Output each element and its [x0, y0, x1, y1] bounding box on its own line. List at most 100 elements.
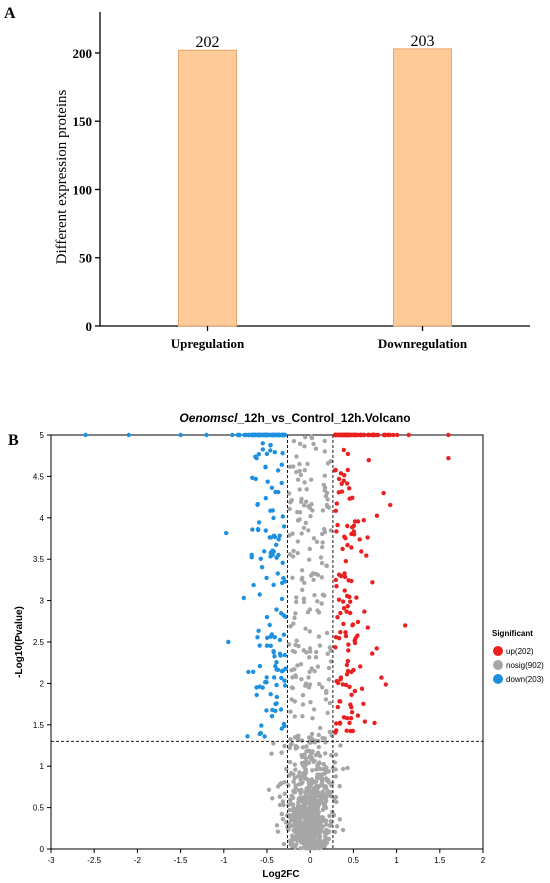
- point-up: [357, 537, 362, 542]
- point-nosig: [304, 760, 310, 765]
- point-down: [277, 651, 283, 656]
- point-up: [375, 432, 380, 438]
- point-nosig: [290, 838, 295, 843]
- point-up: [333, 635, 339, 640]
- point-nosig: [290, 648, 295, 654]
- point-nosig: [290, 833, 295, 838]
- point-nosig: [292, 714, 297, 719]
- point-nosig: [302, 798, 308, 803]
- point-up: [406, 432, 411, 438]
- point-up: [365, 535, 370, 540]
- point-nosig: [308, 739, 313, 744]
- point-down: [264, 675, 269, 680]
- point-nosig: [328, 459, 333, 464]
- point-up: [345, 432, 350, 438]
- point-nosig: [294, 638, 299, 643]
- point-nosig: [294, 469, 299, 475]
- point-down: [259, 565, 265, 570]
- point-nosig: [311, 536, 317, 541]
- point-up: [343, 630, 348, 635]
- point-down: [260, 447, 265, 452]
- point-nosig: [333, 794, 339, 800]
- point-nosig: [324, 690, 329, 695]
- point-nosig: [305, 817, 311, 822]
- point-down: [241, 595, 246, 601]
- point-nosig: [290, 575, 295, 580]
- point-down: [246, 432, 251, 438]
- point-down: [264, 451, 270, 457]
- point-nosig: [287, 759, 293, 765]
- point-nosig: [306, 675, 311, 680]
- panel-a-label: A: [4, 5, 16, 22]
- point-up: [374, 646, 379, 651]
- point-nosig: [311, 707, 317, 712]
- point-up: [345, 481, 350, 486]
- point-down: [279, 480, 284, 486]
- point-down: [270, 432, 276, 438]
- point-nosig: [305, 461, 310, 467]
- point-nosig: [292, 699, 297, 704]
- point-nosig: [299, 531, 304, 536]
- volcano-y-tick-label: 4.5: [33, 472, 45, 481]
- point-down: [275, 468, 281, 473]
- point-nosig: [321, 482, 326, 488]
- point-up: [346, 578, 351, 583]
- point-up: [352, 519, 358, 524]
- bar-data-label: 202: [196, 34, 220, 51]
- point-nosig: [308, 826, 314, 831]
- point-down: [279, 596, 285, 602]
- point-nosig: [325, 651, 330, 656]
- volcano-y-tick-label: 3: [40, 597, 45, 606]
- point-down: [204, 432, 209, 438]
- point-nosig: [314, 649, 319, 655]
- point-nosig: [333, 767, 338, 772]
- point-nosig: [293, 746, 298, 751]
- bar-downregulation: [393, 48, 452, 327]
- volcano-x-tick-label: 1.5: [434, 856, 446, 865]
- point-nosig: [302, 831, 307, 837]
- volcano-y-tick-label: 2.5: [33, 638, 45, 647]
- point-nosig: [329, 753, 334, 758]
- point-nosig: [307, 806, 313, 811]
- point-up: [350, 623, 355, 628]
- point-nosig: [300, 693, 306, 698]
- point-nosig: [313, 795, 318, 800]
- point-nosig: [301, 596, 307, 601]
- point-nosig: [290, 685, 296, 691]
- point-up: [341, 478, 346, 483]
- bar-y-tick-label: 50: [79, 251, 92, 266]
- point-down: [265, 479, 270, 484]
- volcano-x-tick-label: -2.5: [87, 856, 101, 865]
- point-down: [282, 683, 288, 688]
- point-down: [262, 734, 267, 739]
- point-nosig: [287, 552, 293, 557]
- point-nosig: [316, 772, 322, 777]
- point-down: [271, 582, 276, 588]
- point-nosig: [306, 786, 312, 791]
- point-nosig: [303, 435, 308, 440]
- point-up: [345, 604, 350, 609]
- point-nosig: [287, 823, 292, 828]
- point-up: [339, 573, 344, 579]
- point-up: [333, 645, 338, 650]
- point-nosig: [326, 836, 332, 842]
- point-down: [274, 701, 279, 706]
- volcano-title: Oenomscl_12h_vs_Control_12h.Volcano: [179, 411, 410, 425]
- point-nosig: [313, 446, 319, 451]
- volcano-x-label: Log2FC: [262, 869, 299, 880]
- point-nosig: [324, 563, 329, 568]
- point-up: [334, 721, 339, 726]
- point-nosig: [311, 577, 316, 582]
- point-up: [374, 513, 380, 518]
- point-nosig: [292, 615, 297, 621]
- point-nosig: [304, 748, 309, 754]
- point-nosig: [312, 780, 317, 785]
- point-nosig: [299, 568, 305, 573]
- point-nosig: [281, 841, 287, 847]
- point-up: [359, 549, 364, 554]
- point-up: [334, 501, 339, 506]
- point-up: [340, 546, 345, 552]
- point-nosig: [309, 435, 315, 441]
- point-nosig: [292, 735, 298, 740]
- point-nosig: [288, 709, 293, 714]
